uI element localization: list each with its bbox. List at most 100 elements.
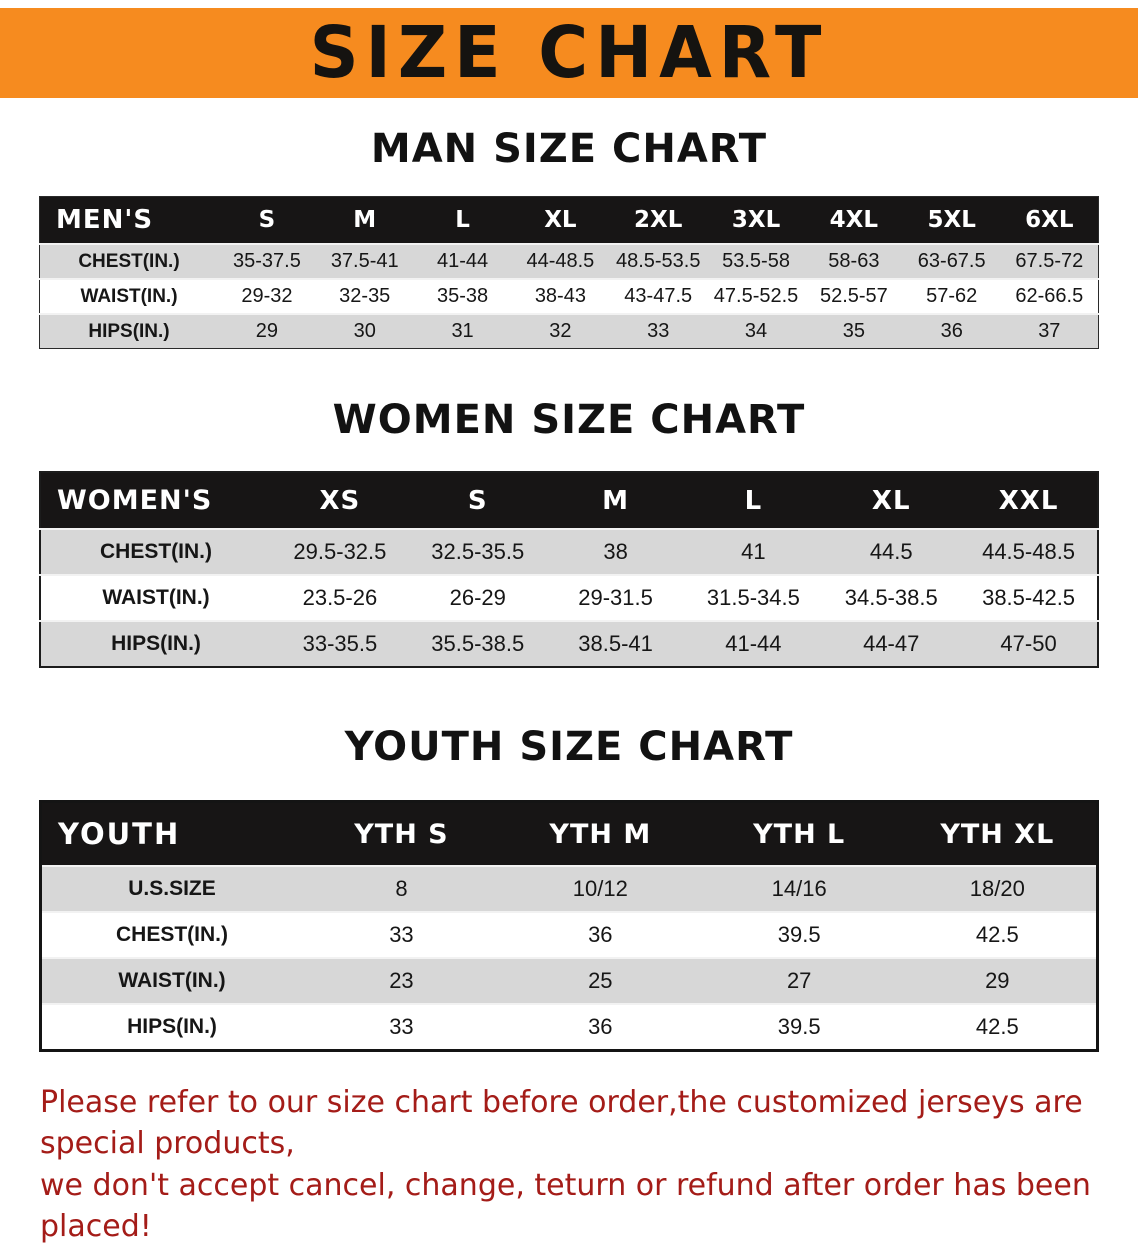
size-value-cell: 44.5 <box>869 539 913 564</box>
size-value-cell: 41-44 <box>436 250 489 272</box>
footer-disclaimer-line1: Please refer to our size chart before or… <box>40 1085 1083 1162</box>
size-value-cell: 14/16 <box>771 876 827 901</box>
size-value-cell: 39.5 <box>777 1014 821 1039</box>
size-column-header: 4XL <box>804 196 903 244</box>
size-value-cell: 67.5-72 <box>1015 250 1084 272</box>
women-size-section: WOMEN SIZE CHART WOMEN'S XS S M L XL XXL CHEST(… <box>0 397 1138 668</box>
footer-disclaimer-line2: we don't accept cancel, change, teturn o… <box>40 1167 1091 1245</box>
size-column-header: XS <box>271 472 409 529</box>
size-value-cell: 18/20 <box>969 876 1025 901</box>
size-value-cell: 34 <box>744 320 768 342</box>
size-column-header: S <box>408 472 547 529</box>
size-value-cell: 26-29 <box>449 585 506 610</box>
size-column-header: M <box>315 196 414 244</box>
size-column-header: YTH XL <box>898 801 1098 866</box>
size-column-header: M <box>546 472 685 529</box>
size-value-cell: 47-50 <box>1000 631 1057 656</box>
men-size-section: MAN SIZE CHART MEN'S S M L XL 2XL 3XL 4XL 5XL 6XL… <box>0 126 1138 349</box>
row-label: WAIST(IN.) <box>118 969 226 992</box>
size-value-cell: 47.5-52.5 <box>713 285 799 307</box>
size-value-cell: 33 <box>647 320 670 342</box>
size-value-cell: 27 <box>786 968 812 993</box>
size-value-cell: 62-66.5 <box>1015 285 1084 307</box>
size-value-cell: 35-38 <box>436 285 489 307</box>
table-header-row: WOMEN'S XS S M L XL XXL <box>40 472 1098 529</box>
size-value-cell: 35-37.5 <box>232 250 301 272</box>
size-column-header: YTH L <box>699 801 899 866</box>
youth-section-heading: YOUTH SIZE CHART <box>344 724 794 770</box>
size-value-cell: 29.5-32.5 <box>293 539 387 564</box>
size-value-cell: 52.5-57 <box>819 285 888 307</box>
size-value-cell: 8 <box>395 876 408 901</box>
size-column-header: 5XL <box>902 196 1001 244</box>
size-value-cell: 36 <box>940 320 963 342</box>
table-corner-label: MEN'S <box>39 196 218 244</box>
size-value-cell: 41-44 <box>725 631 782 656</box>
size-column-header: YTH S <box>302 801 501 866</box>
size-value-cell: 39.5 <box>777 922 821 947</box>
size-value-cell: 10/12 <box>572 876 628 901</box>
row-label: CHEST(IN.) <box>78 250 180 272</box>
size-value-cell: 33 <box>389 1014 414 1039</box>
table-header-row: YOUTH YTH S YTH M YTH L YTH XL <box>40 801 1098 866</box>
size-value-cell: 37 <box>1038 320 1061 342</box>
row-label: HIPS(IN.) <box>88 320 170 342</box>
size-column-header: 6XL <box>1000 196 1099 244</box>
size-value-cell: 38 <box>603 539 628 564</box>
men-size-table: MEN'S S M L XL 2XL 3XL 4XL 5XL 6XL CHEST(IN.) 35-37… <box>39 196 1099 349</box>
size-value-cell: 31.5-34.5 <box>706 585 800 610</box>
size-value-cell: 38.5-42.5 <box>982 585 1076 610</box>
size-value-cell: 44-47 <box>863 631 920 656</box>
table-row: WAIST(IN.) 23 25 27 29 <box>40 958 1098 1004</box>
size-value-cell: 23 <box>389 968 414 993</box>
size-column-header: S <box>218 196 316 244</box>
table-row: CHEST(IN.) 33 36 39.5 42.5 <box>40 912 1098 958</box>
size-value-cell: 36 <box>588 1014 613 1039</box>
size-column-header: XL <box>511 196 610 244</box>
women-section-heading: WOMEN SIZE CHART <box>332 397 806 443</box>
size-value-cell: 42.5 <box>975 1014 1019 1039</box>
table-row: HIPS(IN.) 33 36 39.5 42.5 <box>40 1004 1098 1051</box>
size-column-header: L <box>684 472 823 529</box>
size-value-cell: 34.5-38.5 <box>844 585 938 610</box>
size-column-header: XL <box>822 472 961 529</box>
table-row: WAIST(IN.) 23.5-26 26-29 29-31.5 31.5-34.5 34… <box>40 575 1098 621</box>
table-row: U.S.SIZE 8 10/12 14/16 18/20 <box>40 866 1098 912</box>
table-row: HIPS(IN.) 33-35.5 35.5-38.5 38.5-41 41-44 44-… <box>40 621 1098 667</box>
table-header-row: MEN'S S M L XL 2XL 3XL 4XL 5XL 6XL <box>39 196 1099 244</box>
size-value-cell: 43-47.5 <box>624 285 693 307</box>
size-value-cell: 32 <box>549 320 572 342</box>
youth-size-table: YOUTH YTH S YTH M YTH L YTH XL U.S.SIZE 8 10/12… <box>39 800 1099 1052</box>
size-value-cell: 23.5-26 <box>302 585 378 610</box>
row-label: HIPS(IN.) <box>111 632 201 655</box>
size-value-cell: 37.5-41 <box>330 250 399 272</box>
size-value-cell: 38.5-41 <box>578 631 653 656</box>
size-value-cell: 32-35 <box>339 285 391 307</box>
size-column-header: 3XL <box>707 196 805 244</box>
size-value-cell: 29-32 <box>241 285 293 307</box>
banner-title: SIZE CHART <box>309 11 829 95</box>
size-value-cell: 29 <box>985 968 1010 993</box>
table-corner-label: WOMEN'S <box>40 472 271 529</box>
size-column-header: L <box>413 196 512 244</box>
table-corner-label: YOUTH <box>40 801 302 866</box>
table-row: WAIST(IN.) 29-32 32-35 35-38 38-43 43-47.5 47.… <box>39 279 1099 314</box>
footer-disclaimer: Please refer to our size chart before or… <box>40 1082 1108 1248</box>
size-chart-banner: SIZE CHART <box>0 8 1138 98</box>
row-label: CHEST(IN.) <box>100 540 212 563</box>
size-value-cell: 32.5-35.5 <box>431 539 525 564</box>
size-value-cell: 57-62 <box>926 285 978 307</box>
men-section-heading: MAN SIZE CHART <box>370 126 768 172</box>
row-label: WAIST(IN.) <box>80 285 178 307</box>
size-value-cell: 29 <box>255 320 279 342</box>
size-value-cell: 33 <box>389 922 414 947</box>
size-value-cell: 63-67.5 <box>917 250 986 272</box>
youth-size-section: YOUTH SIZE CHART YOUTH YTH S YTH M YTH L YTH… <box>0 724 1138 1052</box>
size-value-cell: 35 <box>842 320 865 342</box>
women-size-table: WOMEN'S XS S M L XL XXL CHEST(IN.) 29.5-32.5 32.5… <box>39 471 1099 668</box>
size-value-cell: 31 <box>451 320 474 342</box>
size-value-cell: 44.5-48.5 <box>982 539 1076 564</box>
size-value-cell: 29-31.5 <box>578 585 653 610</box>
row-label: CHEST(IN.) <box>116 923 228 946</box>
table-row: CHEST(IN.) 35-37.5 37.5-41 41-44 44-48.5 48.5… <box>39 244 1099 279</box>
